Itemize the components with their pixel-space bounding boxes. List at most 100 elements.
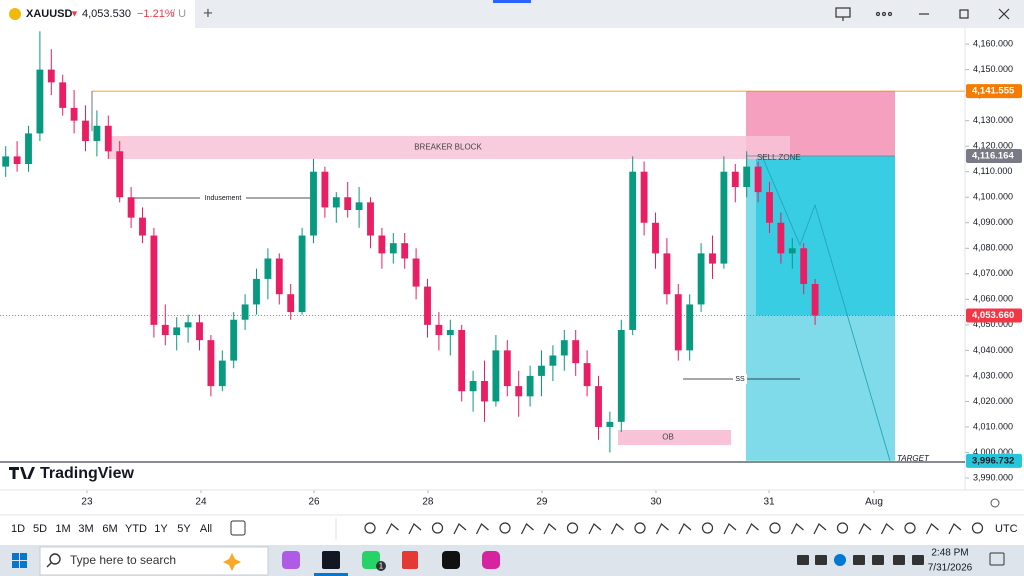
- x-tick-label: 24: [195, 497, 207, 508]
- drawing-tool[interactable]: [566, 522, 579, 534]
- logo-mark: [9, 467, 35, 479]
- interval-button[interactable]: 3M: [78, 523, 93, 535]
- x-tick-label: 31: [763, 497, 775, 508]
- tray-icon[interactable]: [893, 555, 905, 565]
- interval-button[interactable]: 1Y: [154, 523, 168, 535]
- tray-icon[interactable]: [834, 554, 846, 566]
- interval-button[interactable]: 5Y: [177, 523, 191, 535]
- candle-body: [754, 166, 762, 193]
- clock-time[interactable]: 2:48 PM: [931, 548, 968, 559]
- y-tick-label: 4,010.000: [973, 421, 1013, 431]
- drawing-tool[interactable]: [678, 523, 692, 535]
- drawing-tool[interactable]: [880, 523, 894, 535]
- whatsapp-app[interactable]: [362, 551, 380, 569]
- copilot-icon[interactable]: [282, 551, 300, 569]
- timezone[interactable]: UTC: [995, 523, 1018, 535]
- drawing-tool[interactable]: [364, 522, 376, 534]
- drawing-tool[interactable]: [475, 523, 489, 535]
- drawing-tool[interactable]: [858, 523, 872, 535]
- tray-icon[interactable]: [912, 555, 924, 565]
- clock-date[interactable]: 7/31/2026: [928, 563, 973, 574]
- tab-suffix: / U: [172, 8, 186, 20]
- price-label-bg: [966, 453, 1022, 468]
- new-tab[interactable]: +: [203, 3, 213, 22]
- drawing-tool[interactable]: [948, 523, 962, 535]
- threads-app[interactable]: [442, 551, 460, 569]
- order-block-label: OB: [662, 433, 674, 442]
- breaker-block-label: BREAKER BLOCK: [414, 143, 482, 152]
- drawing-tool[interactable]: [655, 523, 669, 535]
- app-icon[interactable]: [402, 551, 418, 569]
- interval-button[interactable]: 5D: [33, 523, 47, 535]
- drawing-tool[interactable]: [769, 522, 781, 534]
- start-button[interactable]: [12, 553, 27, 568]
- search-icon: [49, 553, 61, 565]
- drawing-tool[interactable]: [634, 522, 646, 534]
- window-controls: [835, 7, 1010, 21]
- interval-button[interactable]: All: [200, 523, 212, 535]
- drawing-tool[interactable]: [836, 522, 849, 534]
- drawing-tool[interactable]: [543, 523, 557, 535]
- candle-body: [332, 197, 340, 208]
- date-range-button[interactable]: [230, 520, 246, 536]
- tray-icon[interactable]: [815, 555, 827, 565]
- candle-body: [481, 381, 488, 402]
- drawing-tool[interactable]: [453, 523, 467, 535]
- symbol: XAUUSD: [26, 8, 73, 20]
- y-tick-label: 4,020.000: [973, 396, 1013, 406]
- drawing-tool[interactable]: [408, 523, 422, 535]
- more-button[interactable]: [875, 11, 881, 17]
- close-button[interactable]: [998, 8, 1010, 20]
- drawing-tool[interactable]: [904, 522, 916, 534]
- interval-button[interactable]: YTD: [125, 523, 147, 535]
- tray-icons: [797, 554, 924, 566]
- notifications[interactable]: [989, 552, 1005, 566]
- settings-button[interactable]: [990, 498, 1000, 508]
- candle-body: [139, 217, 146, 236]
- ss-label: SS: [735, 376, 745, 383]
- drawing-tool[interactable]: [610, 523, 624, 535]
- drawing-tool[interactable]: [520, 523, 534, 535]
- candle-body: [720, 171, 728, 264]
- drawing-tool[interactable]: [431, 522, 444, 534]
- drawing-tool[interactable]: [499, 522, 511, 534]
- tray-icon[interactable]: [872, 555, 884, 565]
- interval-button[interactable]: 6M: [102, 523, 117, 535]
- interval-button[interactable]: 1D: [11, 523, 25, 535]
- y-tick-label: 4,160.000: [973, 38, 1013, 48]
- sell-zone-label: SELL ZONE: [757, 153, 801, 162]
- tray-icon[interactable]: [853, 555, 865, 565]
- drawing-tool[interactable]: [813, 523, 827, 535]
- drawing-tool[interactable]: [701, 522, 714, 534]
- candle-body: [116, 151, 124, 198]
- drawing-tool[interactable]: [925, 523, 939, 535]
- badge: [376, 561, 386, 571]
- tradingview-app[interactable]: [322, 551, 340, 569]
- restore-button[interactable]: [959, 9, 969, 19]
- candle-body: [800, 248, 808, 285]
- interval-button[interactable]: 1M: [55, 523, 70, 535]
- candle-body: [25, 133, 32, 165]
- instagram-app[interactable]: [482, 551, 500, 569]
- tab[interactable]: [0, 0, 195, 28]
- candle-body: [287, 294, 295, 313]
- y-tick-label: 4,110.000: [973, 166, 1012, 176]
- drawing-tool[interactable]: [385, 523, 399, 535]
- candle-body: [36, 69, 44, 134]
- candle-body: [663, 253, 671, 295]
- candle-body: [686, 304, 694, 351]
- candle-body: [595, 386, 602, 427]
- drawing-tool[interactable]: [745, 523, 759, 535]
- candle-body: [298, 235, 306, 313]
- y-tick-label: 4,000.000: [973, 447, 1013, 457]
- tray-icon[interactable]: [797, 555, 809, 565]
- price-label-bg: [966, 148, 1022, 163]
- drawing-tool[interactable]: [790, 523, 804, 535]
- candle-body: [59, 82, 67, 108]
- drawing-tool[interactable]: [588, 523, 602, 535]
- drawing-tool[interactable]: [723, 523, 737, 535]
- change-arrow: ▼: [70, 8, 79, 18]
- drawing-tool[interactable]: [971, 522, 984, 534]
